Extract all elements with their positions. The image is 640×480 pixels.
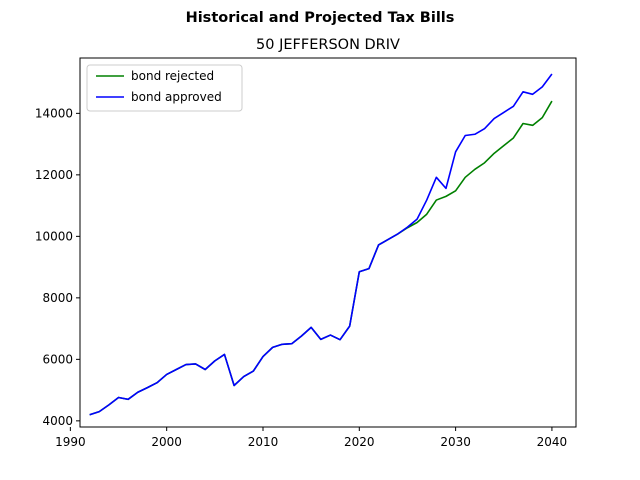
x-tick-label: 2010 xyxy=(248,435,279,449)
series-line-bond-rejected xyxy=(89,100,553,416)
y-tick-label: 12000 xyxy=(35,168,73,182)
y-tick-label: 14000 xyxy=(35,106,73,120)
y-tick-label: 10000 xyxy=(35,229,73,243)
y-axis: 4000 6000 8000 10000 12000 14000 xyxy=(35,106,80,428)
chart-title: 50 JEFFERSON DRIV xyxy=(256,37,400,53)
x-tick-label: 2000 xyxy=(151,435,182,449)
x-tick-label: 2040 xyxy=(537,435,568,449)
y-tick-label: 4000 xyxy=(42,414,73,428)
legend-label-bond-approved: bond approved xyxy=(131,90,222,104)
chart-suptitle: Historical and Projected Tax Bills xyxy=(186,10,455,26)
x-tick-label: 2020 xyxy=(344,435,375,449)
x-axis: 1990 2000 2010 2020 2030 2040 xyxy=(55,427,567,449)
x-tick-label: 1990 xyxy=(55,435,86,449)
plot-lines xyxy=(89,73,553,416)
y-tick-label: 8000 xyxy=(42,291,73,305)
axes-frame xyxy=(79,57,577,428)
y-tick-label: 6000 xyxy=(42,352,73,366)
legend: bond rejected bond approved xyxy=(86,64,243,112)
legend-label-bond-rejected: bond rejected xyxy=(131,69,214,83)
legend-box xyxy=(86,64,243,112)
series-line-bond-approved xyxy=(89,73,553,416)
x-tick-label: 2030 xyxy=(440,435,471,449)
